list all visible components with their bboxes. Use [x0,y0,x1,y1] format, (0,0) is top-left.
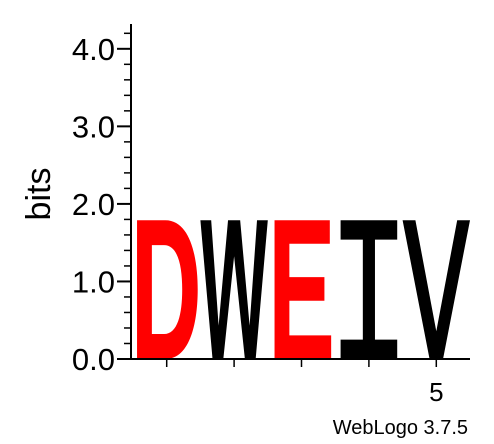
y-tick-label: 3.0 [72,109,115,144]
logo-letter-v-position-5 [402,220,470,359]
logo-letter-e-position-3 [274,220,332,359]
logo-letter-d-position-1 [137,220,198,359]
letter-stacks [137,220,470,359]
axes: 0.0 1.0 2.0 3.0 4.0 5 [72,24,470,407]
logo-letter-w-position-2 [200,220,268,359]
y-tick-label: 4.0 [72,32,115,67]
y-tick-label: 2.0 [72,187,115,222]
x-tick-label: 5 [429,377,443,407]
y-tick-label: 1.0 [72,264,115,299]
y-tick-label: 0.0 [72,342,115,377]
y-axis-label: bits [20,168,58,221]
weblogo-credit: WebLogo 3.7.5 [332,417,468,439]
logo-letter-i-position-4 [340,220,398,359]
